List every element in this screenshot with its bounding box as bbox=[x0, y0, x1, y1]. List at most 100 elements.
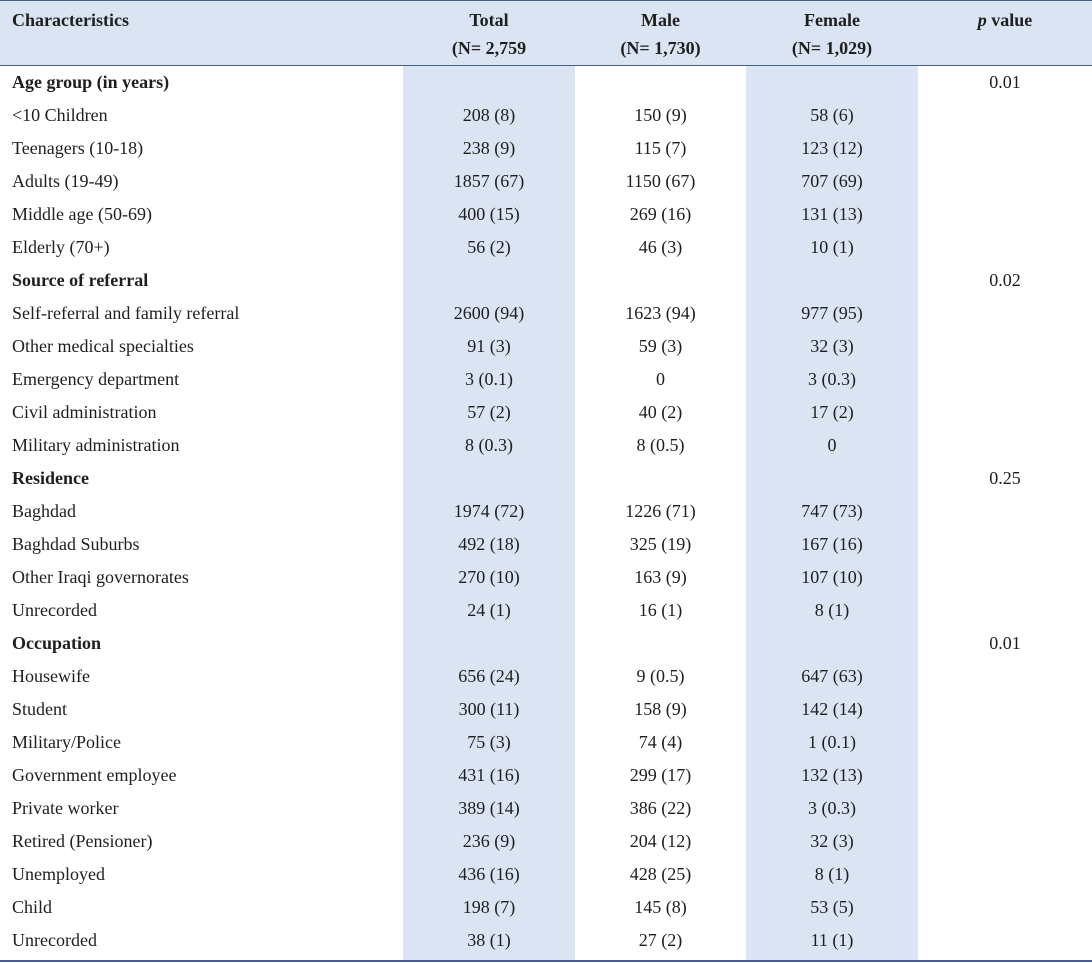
cell-male: 163 (9) bbox=[634, 567, 687, 587]
row-label: Private worker bbox=[12, 798, 119, 818]
cell-female: 17 (2) bbox=[810, 402, 854, 422]
cell-male: 74 (4) bbox=[638, 732, 683, 752]
cell-female: 107 (10) bbox=[801, 567, 863, 587]
cell-male: 9 (0.5) bbox=[636, 666, 685, 686]
row-label: Child bbox=[12, 897, 53, 917]
group-total-empty bbox=[403, 627, 575, 660]
row-label: Teenagers (10-18) bbox=[12, 138, 144, 158]
cell-p-value-empty bbox=[918, 759, 1092, 792]
cell-total: 57 (2) bbox=[467, 402, 511, 422]
row-label: Housewife bbox=[12, 666, 90, 686]
cell-male: 269 (16) bbox=[629, 204, 692, 224]
cell-female: 0 bbox=[827, 435, 837, 455]
group-p-value: 0.01 bbox=[989, 633, 1021, 653]
table-row: Government employee 431 (16) 299 (17) 132 (… bbox=[0, 759, 1092, 792]
table-row: Student 300 (11) 158 (9) 142 (14) bbox=[0, 693, 1092, 726]
cell-female: 3 (0.3) bbox=[808, 798, 856, 818]
group-header-row: Residence 0.25 bbox=[0, 462, 1092, 495]
table-row: Military/Police 75 (3) 74 (4) 1 (0.1) bbox=[0, 726, 1092, 759]
cell-male: 204 (12) bbox=[629, 831, 692, 851]
cell-p-value-empty bbox=[918, 330, 1092, 363]
group-header-row: Occupation 0.01 bbox=[0, 627, 1092, 660]
table-row: Other Iraqi governorates 270 (10) 163 (9) 1… bbox=[0, 561, 1092, 594]
row-label: Unemployed bbox=[12, 864, 105, 884]
header-total: Total (N= 2,759 bbox=[403, 0, 575, 66]
group-female-empty bbox=[746, 462, 918, 495]
table-row: Self-referral and family referral 2600 (9… bbox=[0, 297, 1092, 330]
cell-p-value-empty bbox=[918, 891, 1092, 924]
cell-total: 56 (2) bbox=[467, 237, 511, 257]
group-title: Residence bbox=[12, 468, 89, 488]
cell-male: 145 (8) bbox=[634, 897, 687, 917]
cell-p-value-empty bbox=[918, 792, 1092, 825]
cell-p-value-empty bbox=[918, 396, 1092, 429]
cell-p-value-empty bbox=[918, 726, 1092, 759]
row-label: Other Iraqi governorates bbox=[12, 567, 189, 587]
row-label: Student bbox=[12, 699, 68, 719]
row-label: Baghdad Suburbs bbox=[12, 534, 140, 554]
cell-male: 428 (25) bbox=[629, 864, 692, 884]
cell-female: 32 (3) bbox=[810, 831, 854, 851]
cell-p-value-empty bbox=[918, 198, 1092, 231]
cell-p-value-empty bbox=[918, 924, 1092, 957]
cell-male: 115 (7) bbox=[634, 138, 687, 158]
cell-male: 1150 (67) bbox=[625, 171, 696, 191]
cell-total: 24 (1) bbox=[467, 600, 511, 620]
cell-p-value-empty bbox=[918, 825, 1092, 858]
cell-total: 2600 (94) bbox=[453, 303, 525, 323]
cell-total: 656 (24) bbox=[458, 666, 520, 686]
cell-total: 38 (1) bbox=[467, 930, 511, 950]
cell-total: 236 (9) bbox=[462, 831, 516, 851]
cell-male: 1623 (94) bbox=[625, 303, 696, 323]
bottom-rule bbox=[0, 960, 1092, 962]
cell-total: 91 (3) bbox=[467, 336, 511, 356]
cell-male: 299 (17) bbox=[629, 765, 692, 785]
cell-male: 386 (22) bbox=[629, 798, 692, 818]
header-male: Male (N= 1,730) bbox=[575, 0, 746, 66]
header-male-label: Male bbox=[641, 10, 680, 30]
table-row: Middle age (50-69) 400 (15) 269 (16) 131 (1… bbox=[0, 198, 1092, 231]
row-label: Middle age (50-69) bbox=[12, 204, 152, 224]
cell-female: 131 (13) bbox=[801, 204, 863, 224]
group-male-empty bbox=[575, 462, 746, 495]
header-male-n: (N= 1,730) bbox=[620, 38, 701, 58]
table-row: Other medical specialties 91 (3) 59 (3) 32 … bbox=[0, 330, 1092, 363]
row-label: Other medical specialties bbox=[12, 336, 194, 356]
cell-total: 270 (10) bbox=[458, 567, 520, 587]
cell-male: 158 (9) bbox=[634, 699, 687, 719]
group-p-value: 0.25 bbox=[989, 468, 1021, 488]
group-female-empty bbox=[746, 264, 918, 297]
cell-p-value-empty bbox=[918, 297, 1092, 330]
cell-female: 1 (0.1) bbox=[808, 732, 856, 752]
group-male-empty bbox=[575, 264, 746, 297]
row-label: Self-referral and family referral bbox=[12, 303, 240, 323]
cell-total: 389 (14) bbox=[458, 798, 520, 818]
row-label: Civil administration bbox=[12, 402, 157, 422]
header-p-symbol: p bbox=[977, 10, 987, 30]
group-header-row: Age group (in years) 0.01 bbox=[0, 66, 1092, 99]
cell-p-value-empty bbox=[918, 99, 1092, 132]
cell-male: 46 (3) bbox=[638, 237, 683, 257]
header-female-label: Female bbox=[804, 10, 860, 30]
cell-total: 198 (7) bbox=[462, 897, 516, 917]
cell-female: 32 (3) bbox=[810, 336, 854, 356]
row-label: Elderly (70+) bbox=[12, 237, 110, 257]
table-row: Civil administration 57 (2) 40 (2) 17 (2) bbox=[0, 396, 1092, 429]
header-characteristics: Characteristics bbox=[12, 10, 129, 30]
cell-total: 3 (0.1) bbox=[465, 369, 513, 389]
cell-female: 58 (6) bbox=[810, 105, 854, 125]
cell-total: 1974 (72) bbox=[453, 501, 525, 521]
cell-female: 977 (95) bbox=[801, 303, 863, 323]
row-label: Adults (19-49) bbox=[12, 171, 119, 191]
table-row: Teenagers (10-18) 238 (9) 115 (7) 123 (12) bbox=[0, 132, 1092, 165]
row-label: Government employee bbox=[12, 765, 177, 785]
row-label: Emergency department bbox=[12, 369, 180, 389]
header-p-value: p value bbox=[918, 0, 1092, 66]
table-row: Unemployed 436 (16) 428 (25) 8 (1) bbox=[0, 858, 1092, 891]
cell-p-value-empty bbox=[918, 231, 1092, 264]
cell-female: 647 (63) bbox=[801, 666, 863, 686]
cell-male: 1226 (71) bbox=[625, 501, 696, 521]
top-rule bbox=[0, 0, 1092, 1]
cell-female: 167 (16) bbox=[801, 534, 863, 554]
